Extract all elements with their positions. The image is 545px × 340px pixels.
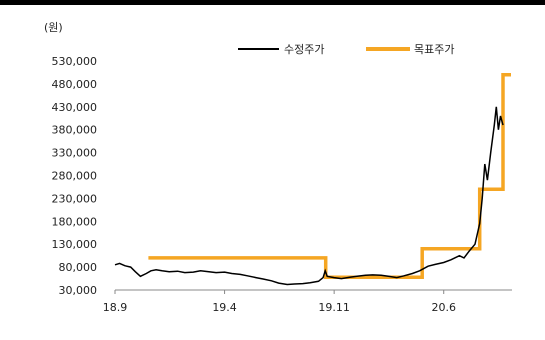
unit-label: (원) [44,21,63,34]
x-axis-ticks: 18.9 19.4 19.11 20.6 [103,290,456,314]
legend-label-target-price: 목표주가 [414,43,454,56]
x-tick-label: 19.4 [212,301,237,314]
y-tick-label: 530,000 [52,55,98,68]
y-tick-label: 230,000 [52,192,98,205]
x-tick-label: 18.9 [103,301,128,314]
y-tick-label: 480,000 [52,78,98,91]
top-rule [0,0,545,5]
y-tick-label: 380,000 [52,124,98,137]
y-tick-label: 80,000 [59,261,98,274]
y-tick-label: 30,000 [59,284,98,297]
series-lines [114,72,511,286]
y-tick-label: 280,000 [52,170,98,183]
legend-label-adjusted-price: 수정주가 [284,43,324,56]
series-line-target-price [148,72,511,279]
y-tick-label: 130,000 [52,238,98,251]
y-tick-label: 330,000 [52,147,98,160]
y-axis-ticks: 30,000 80,000 130,000 180,000 230,000 280,000… [52,55,98,297]
y-tick-label: 180,000 [52,215,98,228]
x-tick-label: 20.6 [431,301,456,314]
y-tick-label: 430,000 [52,101,98,114]
series-line-adjusted-price [114,106,504,286]
legend: 수정주가 목표주가 [238,43,454,56]
x-tick-label: 19.11 [318,301,350,314]
